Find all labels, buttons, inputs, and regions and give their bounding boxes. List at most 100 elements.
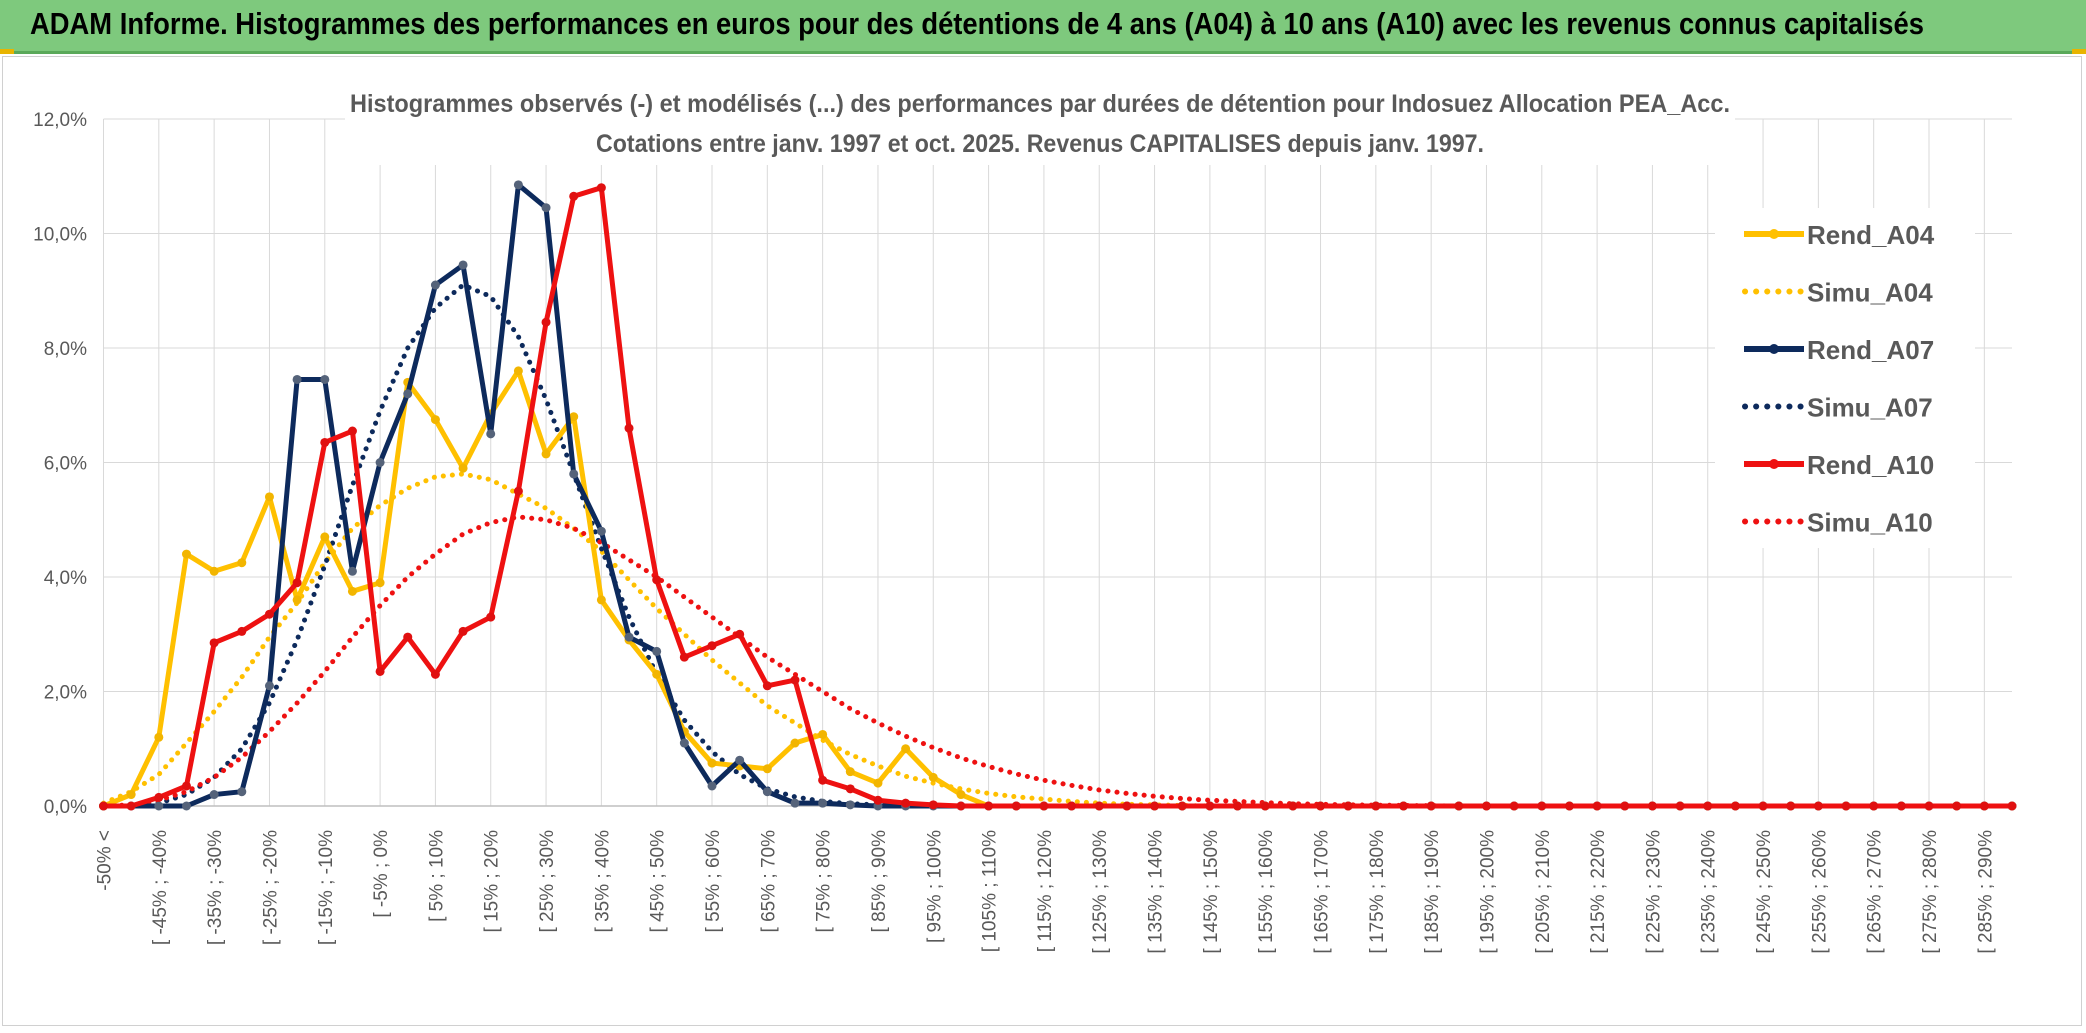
data-point	[99, 801, 108, 811]
data-point	[1177, 801, 1187, 811]
legend-marker	[1769, 229, 1779, 239]
x-tick-label: [ -25% ; -20%	[260, 830, 281, 945]
data-point	[1592, 801, 1602, 811]
x-tick-label: [ 275% ; 280%	[1920, 830, 1941, 954]
data-point	[209, 638, 219, 648]
y-tick-label: 4,0%	[44, 568, 87, 589]
data-point	[596, 595, 606, 605]
x-tick-label: [ 5% ; 10%	[426, 830, 447, 922]
data-point	[375, 458, 385, 467]
data-point	[347, 426, 357, 436]
data-point	[237, 626, 247, 636]
data-point	[735, 755, 745, 765]
data-point	[154, 732, 164, 742]
y-tick-label: 8,0%	[44, 339, 87, 360]
data-point	[292, 374, 302, 384]
data-point	[154, 801, 164, 811]
y-tick-label: 0,0%	[44, 797, 87, 818]
data-point	[928, 772, 938, 782]
data-point	[818, 775, 828, 785]
data-point	[1647, 801, 1657, 811]
data-point	[347, 566, 357, 576]
data-point	[928, 800, 938, 810]
data-point	[264, 609, 274, 619]
data-point	[126, 790, 136, 800]
data-point	[181, 781, 191, 791]
data-point	[430, 415, 440, 425]
data-point	[873, 795, 883, 805]
data-point	[486, 612, 496, 622]
x-tick-label: [ 175% ; 180%	[1367, 830, 1388, 954]
corner-marker-right	[2072, 49, 2086, 54]
data-point	[845, 800, 855, 810]
x-tick-label: [ 65% ; 70%	[758, 830, 779, 933]
legend-label: Rend_A04	[1807, 220, 1935, 250]
data-point	[1952, 801, 1962, 811]
data-point	[1509, 801, 1519, 811]
data-point	[1205, 801, 1215, 811]
x-tick-label: [ 195% ; 200%	[1477, 830, 1498, 954]
data-point	[1730, 801, 1740, 811]
data-point	[901, 798, 911, 808]
data-point	[458, 626, 468, 636]
chart-frame	[2, 56, 2082, 1026]
series-rend-a10	[99, 183, 2017, 811]
data-point	[320, 532, 330, 542]
data-point	[569, 412, 579, 422]
data-point	[762, 787, 772, 797]
data-point	[264, 492, 274, 502]
data-point	[541, 449, 551, 459]
data-point	[264, 681, 274, 691]
data-point	[541, 203, 551, 213]
data-point	[126, 801, 136, 811]
data-point	[375, 578, 385, 588]
data-point	[1094, 801, 1104, 811]
data-point	[347, 586, 357, 596]
title-background	[345, 80, 1735, 165]
data-point	[707, 758, 717, 768]
x-tick-label: [ 225% ; 230%	[1643, 830, 1664, 954]
data-point	[1067, 801, 1077, 811]
corner-marker-left	[0, 49, 14, 54]
data-point	[237, 558, 247, 568]
data-point	[292, 595, 302, 605]
data-point	[320, 437, 330, 447]
legend-marker	[1769, 344, 1779, 354]
legend-item: Simu_A10	[1742, 508, 1933, 538]
x-tick-label: [ 245% ; 250%	[1754, 830, 1775, 954]
data-point	[679, 738, 689, 748]
data-point	[762, 764, 772, 774]
data-point	[624, 632, 634, 642]
data-point	[873, 778, 883, 788]
data-point	[1398, 801, 1408, 811]
data-point	[320, 374, 330, 384]
x-tick-label: [ 85% ; 90%	[869, 830, 890, 933]
legend-label: Simu_A10	[1807, 508, 1933, 538]
data-point	[513, 366, 523, 376]
data-point	[237, 787, 247, 797]
x-tick-label: [ 135% ; 140%	[1146, 830, 1167, 954]
legend-item: Simu_A07	[1742, 393, 1933, 423]
data-point	[458, 463, 468, 473]
x-tick-label: [ 205% ; 210%	[1533, 830, 1554, 954]
legend-item: Simu_A04	[1742, 278, 1933, 308]
data-point	[1675, 801, 1685, 811]
data-point	[1813, 801, 1823, 811]
data-point	[569, 191, 579, 201]
x-tick-label: [ 105% ; 110%	[980, 830, 1001, 952]
data-point	[209, 566, 219, 576]
legend-label: Rend_A07	[1807, 335, 1934, 365]
data-point	[541, 317, 551, 327]
data-point	[292, 578, 302, 588]
legend-label: Rend_A10	[1807, 450, 1934, 480]
data-point	[513, 180, 523, 190]
x-tick-label: [ 75% ; 80%	[814, 830, 835, 933]
x-tick-label: -50% <	[95, 830, 116, 891]
x-tick-label: [ 115% ; 120%	[1035, 830, 1056, 952]
legend-marker	[1769, 459, 1779, 469]
data-point	[569, 469, 579, 479]
data-point	[1122, 801, 1132, 811]
data-point	[1039, 801, 1049, 811]
data-point	[762, 681, 772, 691]
data-point	[1620, 801, 1630, 811]
